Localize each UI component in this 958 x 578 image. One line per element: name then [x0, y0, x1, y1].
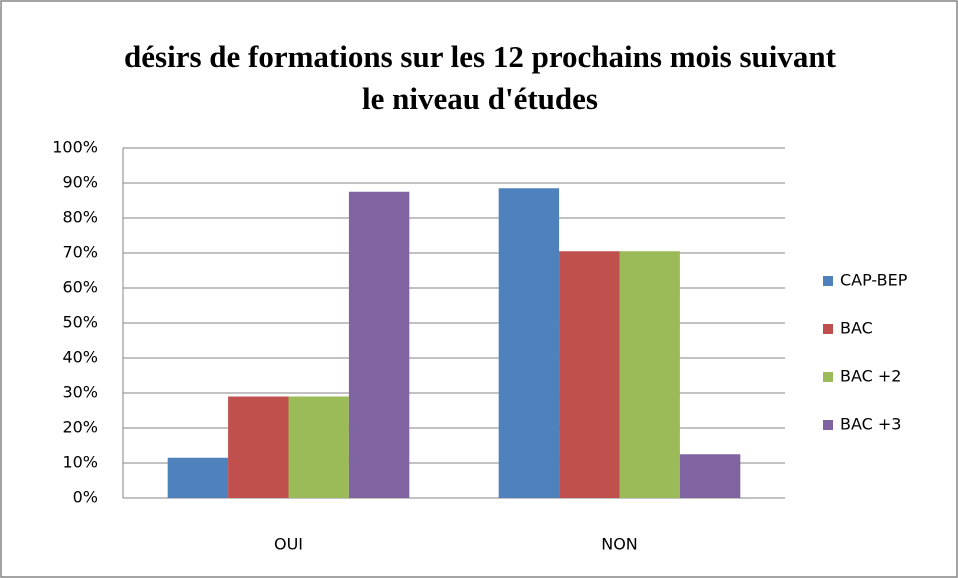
y-tick-label: 100%	[52, 138, 98, 157]
bar	[498, 188, 560, 498]
y-tick-label: 40%	[62, 348, 98, 367]
bar	[559, 251, 620, 498]
y-tick-label: 10%	[62, 453, 98, 472]
y-tick-label: 50%	[62, 313, 98, 332]
bar	[288, 396, 349, 498]
x-tick-label: OUI	[274, 535, 303, 554]
legend-swatch	[823, 276, 833, 286]
y-tick-label: 80%	[62, 208, 98, 227]
bar	[679, 454, 741, 498]
y-tick-label: 20%	[62, 418, 98, 437]
legend-label: BAC	[840, 319, 873, 338]
legend-label: CAP-BEP	[840, 271, 908, 290]
legend-swatch	[823, 324, 833, 334]
bar	[228, 396, 289, 498]
y-tick-label: 90%	[62, 173, 98, 192]
chart-title: désirs de formations sur les 12 prochain…	[124, 39, 836, 116]
legend-swatch	[823, 372, 833, 382]
y-tick-label: 0%	[73, 488, 98, 507]
y-tick-label: 70%	[62, 243, 98, 262]
bar	[348, 191, 410, 498]
y-tick-label: 60%	[62, 278, 98, 297]
x-tick-label: NON	[601, 535, 638, 554]
legend-label: BAC +2	[840, 367, 901, 386]
legend-swatch	[823, 420, 833, 430]
legend-label: BAC +3	[840, 415, 901, 434]
y-tick-label: 30%	[62, 383, 98, 402]
bar	[619, 251, 680, 498]
bar	[167, 457, 229, 498]
